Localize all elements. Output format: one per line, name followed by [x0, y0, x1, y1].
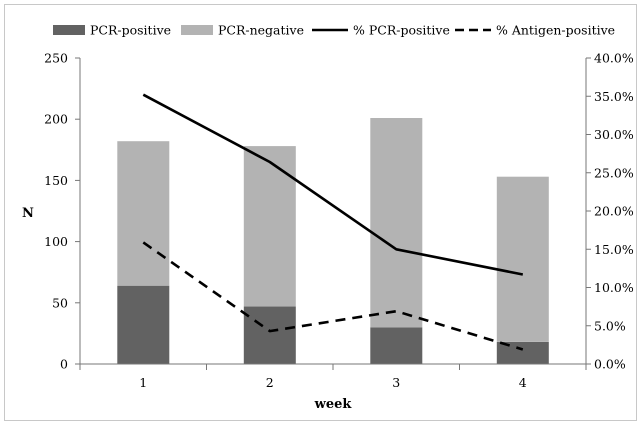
bar-pcr-negative-week-4 [496, 176, 549, 342]
line-pcr-positive [142, 93, 524, 276]
y-tick-label: 200 [44, 112, 68, 127]
y2-tick-label: 15.0% [594, 242, 634, 257]
axes [75, 57, 591, 370]
bar-pcr-negative-week-3 [370, 118, 423, 328]
x-tick-label: 2 [266, 375, 274, 390]
y2-tick-label: 0.0% [594, 357, 626, 372]
y-tick-label: 150 [44, 173, 68, 188]
lines [142, 93, 524, 351]
y2-tick-label: 35.0% [594, 89, 634, 104]
y-tick-label: 50 [52, 295, 68, 310]
legend-label-antigen-positive: % Antigen-positive [496, 23, 615, 38]
bar-pcr-positive-week-4 [496, 342, 549, 364]
legend-swatch-pcr-positive [53, 25, 85, 35]
tick-labels: 0 50 100 150 200 250 0.0% 5.0% 10.0% 15.0% 20.0% 25… [44, 51, 634, 391]
y-tick-label: 100 [44, 234, 68, 249]
line-antigen-positive [142, 241, 524, 351]
y2-tick-label: 10.0% [594, 280, 634, 295]
y-tick-label: 250 [44, 51, 68, 66]
x-tick-label: 4 [519, 375, 527, 390]
legend-label-pcr-negative: PCR-negative [218, 23, 304, 38]
x-axis-title: week [314, 397, 353, 412]
y2-tick-label: 30.0% [594, 127, 634, 142]
bars [117, 118, 549, 364]
legend-label-pcr-positive: % PCR-positive [353, 23, 450, 38]
y-axis-title: N [22, 206, 34, 221]
x-tick-label: 1 [139, 375, 147, 390]
legend-label-pcr-positive: PCR-positive [90, 23, 171, 38]
legend: PCR-positive PCR-negative % PCR-positive % … [53, 23, 615, 38]
x-tick-label: 3 [392, 375, 400, 390]
legend-swatch-pcr-negative [181, 25, 213, 35]
y2-tick-label: 5.0% [594, 318, 626, 333]
y2-tick-label: 25.0% [594, 165, 634, 180]
bar-pcr-positive-week-2 [243, 306, 296, 364]
y2-tick-label: 40.0% [594, 51, 634, 66]
bar-pcr-negative-week-2 [243, 146, 296, 307]
bar-pcr-negative-week-1 [117, 141, 170, 286]
bar-pcr-positive-week-1 [117, 285, 170, 364]
y2-tick-label: 20.0% [594, 204, 634, 219]
y-tick-label: 0 [60, 357, 68, 372]
bar-pcr-positive-week-3 [370, 327, 423, 364]
